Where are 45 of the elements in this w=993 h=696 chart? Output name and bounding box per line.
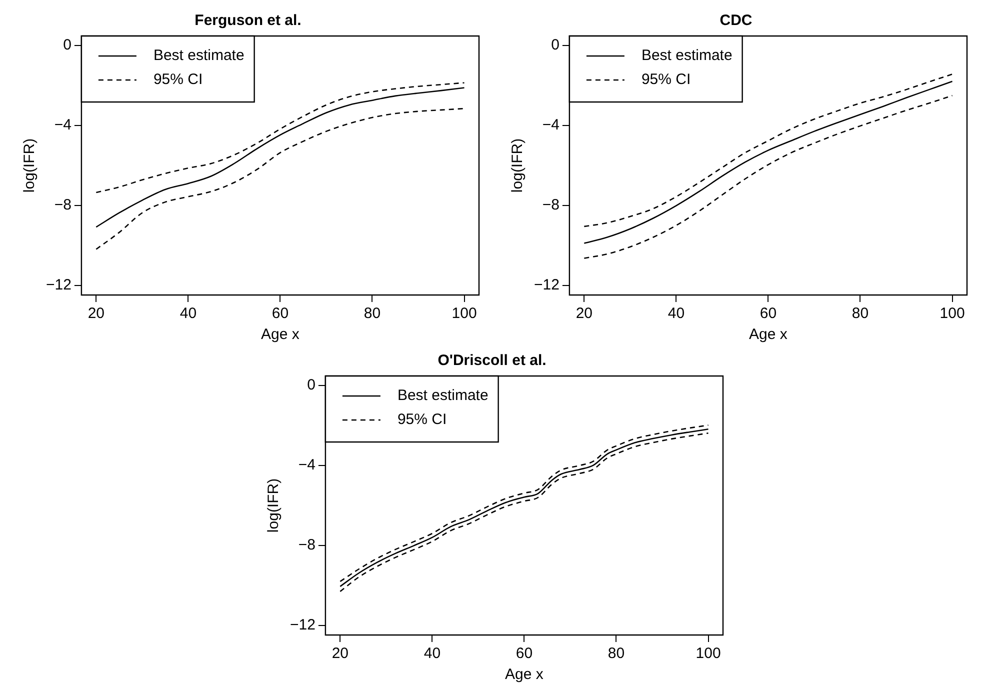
x-tick-label: 20 xyxy=(575,305,592,322)
legend-label: Best estimate xyxy=(396,387,488,404)
y-tick-label: −8 xyxy=(542,196,559,214)
x-tick-label: 80 xyxy=(363,305,380,322)
legend-label: 95% CI xyxy=(640,71,690,88)
x-tick-label: 40 xyxy=(667,305,684,322)
y-tick-label: 0 xyxy=(62,36,71,54)
legend-label: Best estimate xyxy=(152,47,244,64)
x-tick-label: 60 xyxy=(271,305,288,322)
chart-title: Ferguson et al. xyxy=(194,12,301,30)
x-axis-title: Age x xyxy=(504,666,544,684)
x-tick-label: 20 xyxy=(331,645,348,662)
line-series xyxy=(583,94,952,259)
x-tick-label: 20 xyxy=(87,305,104,322)
y-axis-title: log(IFR) xyxy=(20,138,38,193)
x-tick-label: 40 xyxy=(179,305,196,322)
y-axis-title: log(IFR) xyxy=(508,138,526,193)
y-tick-label: −12 xyxy=(45,276,71,294)
y-tick-label: −8 xyxy=(298,536,315,554)
x-tick-label: 100 xyxy=(451,305,476,322)
y-tick-label: −12 xyxy=(289,616,315,634)
legend-label: 95% CI xyxy=(152,71,202,88)
y-tick-label: −4 xyxy=(298,456,315,474)
chart-title: O'Driscoll et al. xyxy=(437,352,546,370)
line-series xyxy=(95,108,464,250)
x-axis-title: Age x xyxy=(260,326,300,344)
x-tick-label: 100 xyxy=(939,305,964,322)
legend-label: 95% CI xyxy=(396,411,446,428)
x-tick-label: 80 xyxy=(607,645,624,662)
y-tick-label: −4 xyxy=(542,116,559,134)
legend-label: Best estimate xyxy=(640,47,732,64)
line-series xyxy=(95,87,464,228)
x-tick-label: 100 xyxy=(695,645,720,662)
y-tick-label: −4 xyxy=(54,116,71,134)
y-tick-label: 0 xyxy=(306,376,315,394)
x-tick-label: 60 xyxy=(759,305,776,322)
chart-title: CDC xyxy=(719,12,752,30)
x-tick-label: 60 xyxy=(515,645,532,662)
x-tick-label: 40 xyxy=(423,645,440,662)
y-tick-label: 0 xyxy=(550,36,559,54)
x-axis-title: Age x xyxy=(748,326,788,344)
y-tick-label: −8 xyxy=(54,196,71,214)
y-tick-label: −12 xyxy=(533,276,559,294)
y-axis-title: log(IFR) xyxy=(264,478,282,533)
x-tick-label: 80 xyxy=(851,305,868,322)
